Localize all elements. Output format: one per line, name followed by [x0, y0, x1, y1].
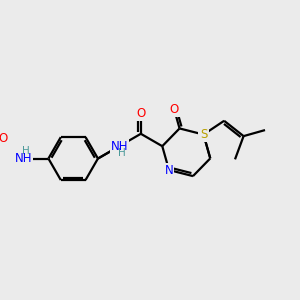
Text: H: H: [22, 146, 29, 156]
Text: H: H: [118, 148, 126, 158]
Text: N: N: [199, 128, 208, 141]
Text: S: S: [200, 128, 207, 141]
Text: O: O: [0, 132, 8, 145]
Text: O: O: [169, 103, 179, 116]
Text: NH: NH: [15, 152, 32, 165]
Text: N: N: [165, 164, 173, 176]
Text: NH: NH: [111, 140, 128, 153]
Text: O: O: [136, 107, 146, 120]
